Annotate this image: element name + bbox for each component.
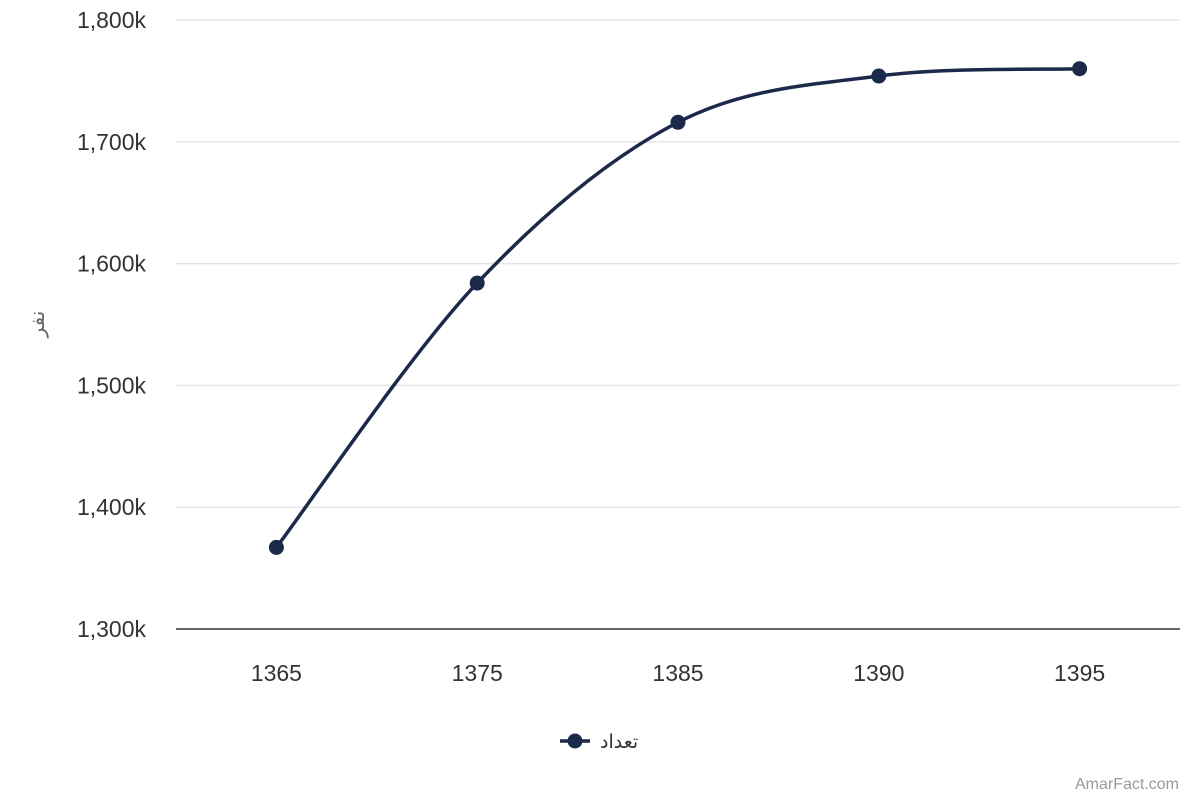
x-tick-label: 1375: [452, 660, 503, 686]
x-tick-label: 1395: [1054, 660, 1105, 686]
data-point[interactable]: [670, 114, 686, 130]
data-point[interactable]: [469, 275, 485, 291]
grid-lines: [176, 19, 1180, 508]
y-tick-label: 1,400k: [77, 494, 147, 520]
y-tick-label: 1,500k: [77, 372, 147, 398]
data-point[interactable]: [268, 539, 284, 555]
x-tick-label: 1390: [853, 660, 904, 686]
series-line: [275, 66, 1080, 549]
x-tick-label: 1385: [652, 660, 703, 686]
y-tick-label: 1,300k: [77, 616, 147, 642]
y-tick-label: 1,700k: [77, 129, 147, 155]
x-tick-label: 1365: [251, 660, 302, 686]
legend-label[interactable]: تعداد: [600, 731, 638, 753]
source-credit[interactable]: AmarFact.com: [1074, 776, 1179, 793]
data-point[interactable]: [1072, 61, 1088, 77]
x-axis-tick-labels: 1365 1375 1385 1390 1395: [251, 660, 1105, 686]
legend-marker-icon: [567, 733, 583, 749]
y-axis-label: نفر: [25, 311, 49, 339]
y-tick-label: 1,600k: [77, 251, 147, 277]
legend[interactable]: تعداد: [560, 731, 638, 753]
series-layer: [268, 61, 1088, 555]
data-point[interactable]: [871, 68, 887, 84]
y-axis-tick-labels: 1,300k 1,400k 1,500k 1,600k 1,700k 1,800k: [77, 7, 147, 642]
y-tick-label: 1,800k: [77, 7, 147, 33]
